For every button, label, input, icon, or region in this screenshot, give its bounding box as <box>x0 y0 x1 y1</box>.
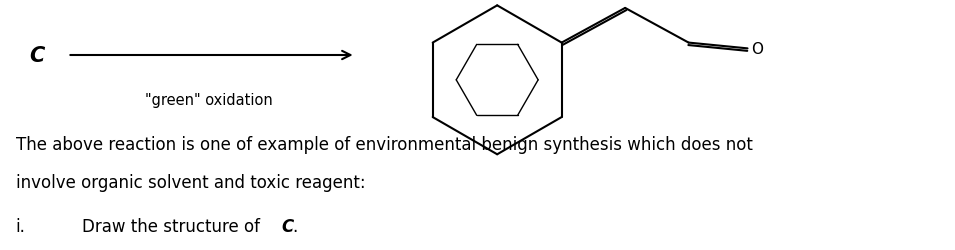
Text: Draw the structure of: Draw the structure of <box>82 218 265 235</box>
Text: The above reaction is one of example of environmental benign synthesis which doe: The above reaction is one of example of … <box>15 136 753 154</box>
Text: involve organic solvent and toxic reagent:: involve organic solvent and toxic reagen… <box>15 173 365 191</box>
Text: i.: i. <box>15 218 26 235</box>
Text: O: O <box>752 42 763 57</box>
Text: C: C <box>30 46 45 66</box>
Text: .: . <box>292 218 297 235</box>
Text: C: C <box>281 218 293 235</box>
Text: "green" oxidation: "green" oxidation <box>145 93 273 108</box>
